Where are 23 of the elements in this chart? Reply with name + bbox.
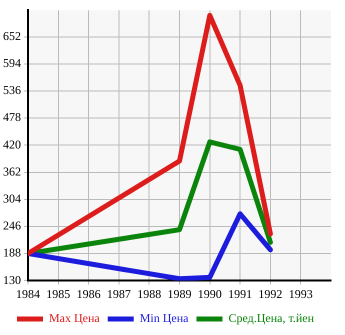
y-tick-label: 594 bbox=[3, 56, 21, 70]
legend-label: Сред.Цена, т.йен bbox=[228, 311, 315, 326]
y-tick-label: 536 bbox=[3, 83, 21, 98]
x-tick-label: 1986 bbox=[76, 286, 101, 301]
x-tick-label: 1987 bbox=[106, 286, 131, 301]
legend-label: Max Цена bbox=[48, 311, 100, 326]
x-tick-label: 1984 bbox=[16, 286, 40, 301]
y-tick-label: 478 bbox=[3, 110, 21, 124]
x-tick-label: 1985 bbox=[46, 286, 70, 301]
y-tick-label: 362 bbox=[3, 164, 21, 178]
y-tick-label: 304 bbox=[3, 191, 21, 206]
y-tick-label: 246 bbox=[3, 218, 21, 233]
legend-label: Min Цена bbox=[140, 311, 190, 326]
y-tick-label: 188 bbox=[3, 246, 21, 260]
y-tick-label: 420 bbox=[3, 137, 21, 152]
x-tick-label: 1989 bbox=[168, 286, 192, 301]
x-tick-label: 1991 bbox=[228, 286, 252, 301]
x-tick-label: 1990 bbox=[198, 286, 222, 301]
x-tick-label: 1992 bbox=[258, 286, 282, 301]
y-tick-label: 652 bbox=[3, 28, 21, 43]
x-tick-label: 1993 bbox=[288, 286, 313, 301]
y-tick-label: 130 bbox=[3, 272, 21, 287]
x-tick-label: 1988 bbox=[137, 286, 162, 301]
